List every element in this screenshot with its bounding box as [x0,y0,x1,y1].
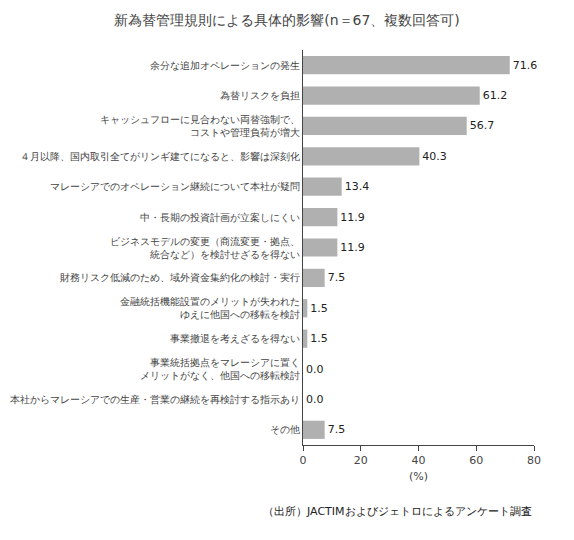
svg-text:４月以降、国内取引全てがリンギ建てになると、影響は深刻化: ４月以降、国内取引全てがリンギ建てになると、影響は深刻化 [20,151,300,162]
svg-text:56.7: 56.7 [470,119,495,132]
svg-text:11.9: 11.9 [340,211,365,224]
svg-text:11.9: 11.9 [340,241,365,254]
svg-text:その他: その他 [270,424,300,435]
svg-text:40: 40 [412,454,426,467]
svg-text:財務リスク低減のため、域外資金集約化の検討・実行: 財務リスク低減のため、域外資金集約化の検討・実行 [60,272,300,283]
svg-text:7.5: 7.5 [328,423,346,436]
svg-text:7.5: 7.5 [328,271,346,284]
svg-text:1.5: 1.5 [310,302,328,315]
svg-text:ビジネスモデルの変更（商流変更・拠点、統合など）を検討せざる: ビジネスモデルの変更（商流変更・拠点、統合など）を検討せざるを得ない [110,236,300,260]
svg-text:事業統括拠点をマレーシアに置くメリットがなく、他国への移転検: 事業統括拠点をマレーシアに置くメリットがなく、他国への移転検討 [140,357,300,381]
svg-text:金融統括機能設置のメリットが失われたゆえに他国への移転を検討: 金融統括機能設置のメリットが失われたゆえに他国への移転を検討 [120,296,300,320]
svg-text:為替リスクを負担: 為替リスクを負担 [220,90,300,101]
svg-text:13.4: 13.4 [345,180,370,193]
svg-text:事業撤退を考えざるを得ない: 事業撤退を考えざるを得ない [170,333,300,344]
svg-text:0.0: 0.0 [306,393,324,406]
svg-text:61.2: 61.2 [483,89,508,102]
svg-text:60: 60 [469,454,483,467]
svg-text:中・長期の投資計画が立案しにくい: 中・長期の投資計画が立案しにくい [140,212,300,223]
svg-text:0: 0 [300,454,307,467]
svg-text:余分な追加オペレーションの発生: 余分な追加オペレーションの発生 [150,60,300,71]
svg-text:80: 80 [527,454,541,467]
svg-text:本社からマレーシアでの生産・営業の継続を再検討する指示あり: 本社からマレーシアでの生産・営業の継続を再検討する指示あり [10,394,300,405]
svg-text:キャッシュフローに見合わない両替強制で、コストや管理負荷が増: キャッシュフローに見合わない両替強制で、コストや管理負荷が増大 [100,114,300,138]
svg-text:0.0: 0.0 [306,363,324,376]
svg-text:20: 20 [354,454,368,467]
svg-text:（出所）JACTIMおよびジェトロによるアンケート調査: （出所）JACTIMおよびジェトロによるアンケート調査 [263,505,532,518]
svg-text:1.5: 1.5 [310,332,328,345]
svg-text:(%): (%) [409,470,428,483]
svg-text:40.3: 40.3 [422,150,447,163]
svg-text:新為替管理規則による具体的影響(n＝67、複数回答可): 新為替管理規則による具体的影響(n＝67、複数回答可) [114,12,460,28]
svg-text:マレーシアでのオペレーション継続について本社が疑問: マレーシアでのオペレーション継続について本社が疑問 [50,181,300,192]
svg-text:71.6: 71.6 [513,59,538,72]
